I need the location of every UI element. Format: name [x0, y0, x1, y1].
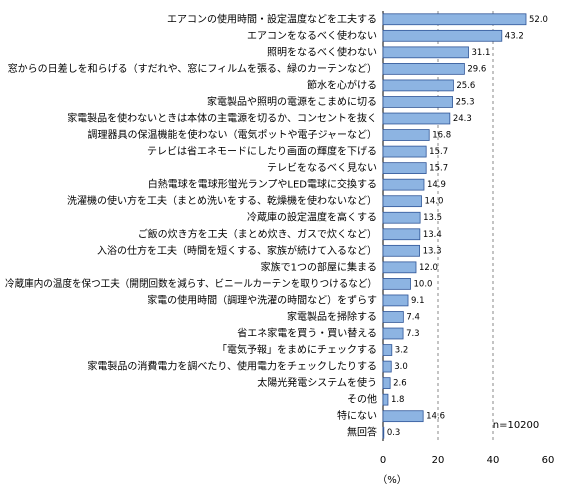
value-label: 15.7: [429, 147, 448, 157]
bar: [382, 46, 469, 59]
bar: [382, 228, 421, 241]
bar: [382, 145, 427, 158]
x-tick-label: 20: [432, 455, 445, 466]
y-tick-label: 家電製品の消費電力を調べたり、使用電力をチェックしたりする: [87, 360, 377, 373]
value-label: 29.6: [467, 64, 486, 74]
value-label: 24.3: [453, 114, 472, 124]
bar: [382, 129, 430, 141]
value-label: 1.8: [391, 395, 405, 405]
y-tick-label: 白熱電球を電球形蛍光ランプやLED電球に交換する: [148, 178, 377, 191]
bar: [382, 344, 393, 356]
value-label: 3.0: [394, 362, 408, 372]
bar: [382, 79, 454, 92]
bar: [382, 377, 391, 389]
value-label: 3.2: [395, 346, 409, 356]
y-tick-label: 太陽光発電システムを使う: [257, 376, 377, 389]
y-tick-label: 入浴の仕方を工夫（時間を短くする、家族が続けて入るなど）: [97, 244, 377, 257]
bar: [382, 311, 404, 323]
y-tick-label: 節水を心がける: [307, 78, 377, 91]
value-label: 0.3: [387, 428, 401, 438]
bar: [382, 162, 427, 174]
value-label: 14.9: [427, 180, 446, 190]
value-label: 15.7: [429, 164, 448, 174]
bar: [382, 393, 389, 406]
value-label: 10.0: [414, 279, 433, 289]
bar: [382, 63, 465, 75]
y-tick-label: 省エネ家電を買う・買い替える: [237, 327, 377, 340]
value-label: 16.8: [432, 131, 451, 141]
y-tick-label: 照明をなるべく使わない: [267, 45, 377, 58]
bar: [382, 178, 425, 191]
x-tick-label: 60: [542, 455, 555, 466]
x-axis-label: （%）: [377, 474, 407, 486]
bar: [382, 426, 385, 439]
value-label: 43.2: [505, 31, 524, 41]
y-tick-label: テレビは省エネモードにしたり画面の輝度を下げる: [147, 145, 377, 158]
y-tick-label: 窓からの日差しを和らげる（すだれや、窓にフィルムを張る、緑のカーテンなど）: [8, 62, 377, 75]
y-tick-label: 洗濯機の使い方を工夫（まとめ洗いをする、乾燥機を使わないなど）: [67, 194, 377, 207]
bar: [382, 261, 417, 274]
y-tick-label: 冷蔵庫の設定温度を高くする: [247, 211, 377, 224]
value-label: 13.5: [423, 213, 442, 223]
bar: [382, 410, 424, 423]
y-tick-label: ご飯の炊き方を工夫（まとめ炊き、ガスで炊くなど）: [138, 227, 377, 240]
y-tick-label: その他: [347, 393, 377, 406]
y-tick-label: 「電気予報」をまめにチェックする: [217, 343, 377, 356]
value-label: 7.4: [406, 312, 420, 322]
value-label: 25.6: [456, 81, 475, 91]
y-tick-label: エアコンの使用時間・設定温度などを工夫する: [167, 12, 377, 25]
y-tick-label: 家電製品を使わないときは本体の主電源を切るか、コンセントを抜く: [67, 112, 377, 125]
annotation: n=10200: [493, 420, 540, 431]
value-label: 2.6: [393, 379, 407, 389]
bar: [382, 195, 422, 208]
y-tick-label: 家電製品を掃除する: [287, 310, 377, 323]
value-label: 7.3: [406, 329, 420, 339]
y-tick-label: 冷蔵庫内の温度を保つ工夫（開閉回数を減らす、ビニールカーテンを取りつけるなど）: [5, 277, 377, 290]
bar: [382, 96, 453, 108]
y-tick-label: エアコンをなるべく使わない: [247, 29, 377, 42]
value-label: 9.1: [411, 296, 425, 306]
y-tick-label: 家電の使用時間（調理や洗濯の時間など）をずらす: [147, 293, 377, 306]
value-label: 13.3: [423, 246, 442, 256]
value-label: 14.0: [425, 197, 444, 207]
bar: [382, 294, 409, 307]
value-label: 14.6: [426, 412, 445, 422]
y-tick-label: 無回答: [347, 426, 377, 439]
value-label: 13.4: [423, 230, 442, 240]
x-tick-label: 0: [380, 455, 386, 466]
bar: [382, 211, 421, 224]
y-tick-label: 家電製品や照明の電源をこまめに切る: [207, 95, 377, 108]
bar: [382, 29, 503, 42]
y-tick-label: 特にない: [337, 410, 377, 422]
y-tick-label: 調理器具の保温機能を使わない（電気ポットや電子ジャーなど）: [88, 128, 378, 141]
bar: [382, 244, 420, 257]
value-label: 25.3: [456, 97, 475, 107]
bar: [382, 278, 411, 290]
y-tick-label: 家族で1つの部屋に集まる: [261, 260, 377, 273]
bar: [382, 112, 451, 125]
bar: [382, 360, 392, 373]
bar: [382, 13, 527, 26]
value-label: 12.0: [419, 263, 438, 273]
bar: [382, 327, 404, 340]
value-label: 31.1: [472, 48, 491, 58]
y-tick-label: テレビをなるべく見ない: [267, 162, 377, 174]
x-tick-label: 40: [487, 455, 500, 466]
value-label: 52.0: [529, 15, 548, 25]
